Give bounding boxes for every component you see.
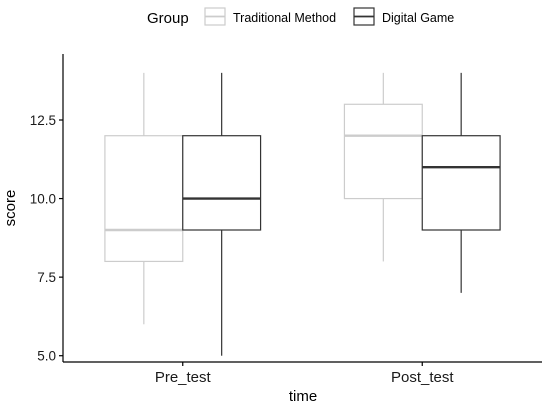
y-tick-label: 7.5 bbox=[37, 270, 56, 285]
legend-label-digital-game: Digital Game bbox=[382, 11, 454, 25]
x-axis-title: time bbox=[289, 388, 317, 405]
x-axis-ticks: Pre_test Post_test bbox=[155, 362, 454, 386]
y-axis-ticks: 5.0 7.5 10.0 12.5 bbox=[30, 113, 63, 364]
box-traditional-method-pre-test bbox=[104, 135, 184, 263]
box-traditional-method-post-test bbox=[343, 103, 423, 200]
box-digital-game-pre-test bbox=[182, 135, 262, 231]
y-tick-label: 10.0 bbox=[30, 192, 56, 207]
box-series bbox=[104, 72, 501, 356]
y-tick-label: 5.0 bbox=[37, 349, 56, 364]
legend-label-traditional-method: Traditional Method bbox=[233, 11, 336, 25]
legend-title: Group bbox=[147, 10, 189, 27]
y-tick-label: 12.5 bbox=[30, 113, 56, 128]
y-axis-title: score bbox=[2, 190, 19, 227]
legend: Group Traditional Method Digital Game bbox=[147, 7, 454, 27]
box-digital-game-post-test bbox=[421, 135, 501, 231]
x-tick-label: Pre_test bbox=[155, 369, 212, 386]
x-tick-label: Post_test bbox=[391, 369, 454, 386]
